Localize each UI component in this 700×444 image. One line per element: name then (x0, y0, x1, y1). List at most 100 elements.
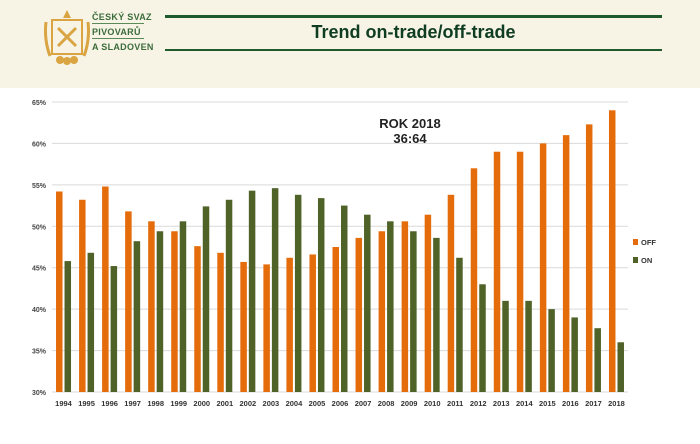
title-rule-top (165, 15, 662, 18)
x-tick-label: 2010 (424, 399, 441, 408)
bar-off-2010 (424, 214, 432, 392)
bar-off-2008 (378, 231, 386, 392)
annotation: ROK 2018 36:64 (360, 116, 460, 146)
x-tick-label: 1994 (55, 399, 73, 408)
x-tick-label: 2002 (239, 399, 256, 408)
legend-swatch-on (633, 257, 638, 263)
y-tick-label: 35% (32, 349, 47, 356)
bar-off-1997 (125, 211, 132, 392)
bar-on-2006 (341, 205, 348, 392)
bar-on-2003 (271, 188, 279, 392)
divider (92, 23, 144, 24)
bar-off-2007 (355, 237, 363, 392)
bar-on-2007 (364, 214, 371, 392)
x-tick-label: 1999 (170, 399, 187, 408)
bar-off-1998 (148, 221, 155, 392)
bar-on-2001 (225, 199, 233, 392)
x-tick-label: 2014 (516, 399, 534, 408)
bar-on-2016 (571, 317, 578, 392)
x-tick-label: 2006 (332, 399, 349, 408)
bar-on-2017 (594, 328, 601, 392)
x-tick-label: 2000 (193, 399, 210, 408)
annotation-ratio: 36:64 (393, 131, 427, 146)
bar-on-1997 (133, 241, 141, 392)
union-logo-icon (44, 10, 90, 65)
x-tick-label: 1997 (124, 399, 141, 408)
bar-off-2006 (332, 247, 339, 392)
x-tick-label: 1995 (78, 399, 95, 408)
bar-off-2005 (309, 254, 316, 392)
bar-off-2000 (194, 246, 201, 392)
y-tick-label: 30% (32, 390, 47, 397)
x-tick-label: 2018 (608, 399, 625, 408)
y-tick-label: 50% (32, 224, 47, 231)
bar-off-2003 (263, 264, 270, 392)
x-tick-label: 2017 (585, 399, 602, 408)
title-rule-bottom (165, 49, 662, 51)
legend-swatch-off (633, 239, 638, 245)
bar-on-2002 (248, 190, 256, 392)
bar-on-2018 (617, 342, 624, 392)
bar-off-2011 (447, 194, 455, 392)
x-tick-label: 1998 (147, 399, 164, 408)
x-tick-label: 2015 (539, 399, 556, 408)
bar-off-1996 (102, 186, 109, 392)
bar-off-2012 (470, 168, 478, 392)
bar-off-2015 (539, 143, 547, 392)
bar-off-2004 (286, 257, 293, 392)
x-tick-label: 2004 (286, 399, 304, 408)
x-tick-label: 1996 (101, 399, 118, 408)
org-name-line-1: ČESKÝ SVAZ (92, 12, 152, 22)
bar-on-1996 (110, 266, 118, 392)
bar-on-1994 (64, 261, 72, 392)
legend-label-on: ON (641, 256, 652, 265)
legend-label-off: OFF (641, 238, 656, 247)
bar-chart: 30% 35% 40% 45% 50% 55% 60% 65% 1994 1995 1996 1997… (32, 100, 656, 408)
bar-off-1999 (171, 231, 178, 392)
x-tick-label: 2001 (216, 399, 233, 408)
bar-on-1998 (156, 231, 164, 392)
header: ČESKÝ SVAZ PIVOVARŮ A SLADOVEN Trend on-… (0, 0, 700, 88)
org-name-line-2: PIVOVARŮ (92, 27, 141, 37)
x-tick-label: 2013 (493, 399, 510, 408)
bar-off-2009 (401, 221, 409, 392)
x-tick-label: 2008 (378, 399, 395, 408)
y-tick-label: 45% (32, 266, 47, 273)
y-tick-label: 65% (32, 100, 47, 107)
bar-off-2014 (516, 151, 524, 392)
bar-on-2013 (502, 300, 509, 392)
x-tick-label: 2011 (447, 399, 463, 408)
bar-off-1995 (79, 199, 86, 392)
bar-on-1995 (87, 252, 95, 392)
bar-on-2004 (294, 194, 302, 392)
bar-on-2014 (525, 300, 532, 392)
bar-on-2009 (410, 231, 417, 392)
bar-off-2018 (608, 110, 616, 393)
bar-on-2008 (387, 221, 394, 392)
divider (92, 38, 144, 39)
x-tick-label: 2007 (355, 399, 372, 408)
bar-on-1999 (179, 221, 187, 392)
bar-on-2011 (456, 257, 463, 392)
y-tick-label: 60% (32, 141, 47, 148)
annotation-year: ROK 2018 (379, 116, 441, 131)
bar-on-2012 (479, 284, 486, 392)
y-tick-label: 40% (32, 307, 47, 314)
bar-off-2001 (217, 252, 224, 392)
bar-on-2000 (202, 206, 210, 392)
x-tick-label: 2016 (562, 399, 579, 408)
page-title: Trend on-trade/off-trade (311, 22, 516, 42)
x-tick-label: 2005 (309, 399, 326, 408)
bar-off-1994 (56, 191, 63, 392)
bar-on-2010 (433, 237, 440, 392)
bar-off-2002 (240, 261, 247, 392)
x-tick-label: 2012 (470, 399, 487, 408)
y-tick-label: 55% (32, 183, 47, 190)
org-name-line-3: A SLADOVEN (92, 42, 154, 52)
bar-on-2005 (317, 198, 325, 392)
x-tick-label: 2009 (401, 399, 418, 408)
bar-off-2013 (493, 151, 501, 392)
bar-off-2016 (562, 135, 570, 392)
bar-off-2017 (585, 124, 593, 392)
bar-on-2015 (548, 309, 555, 392)
